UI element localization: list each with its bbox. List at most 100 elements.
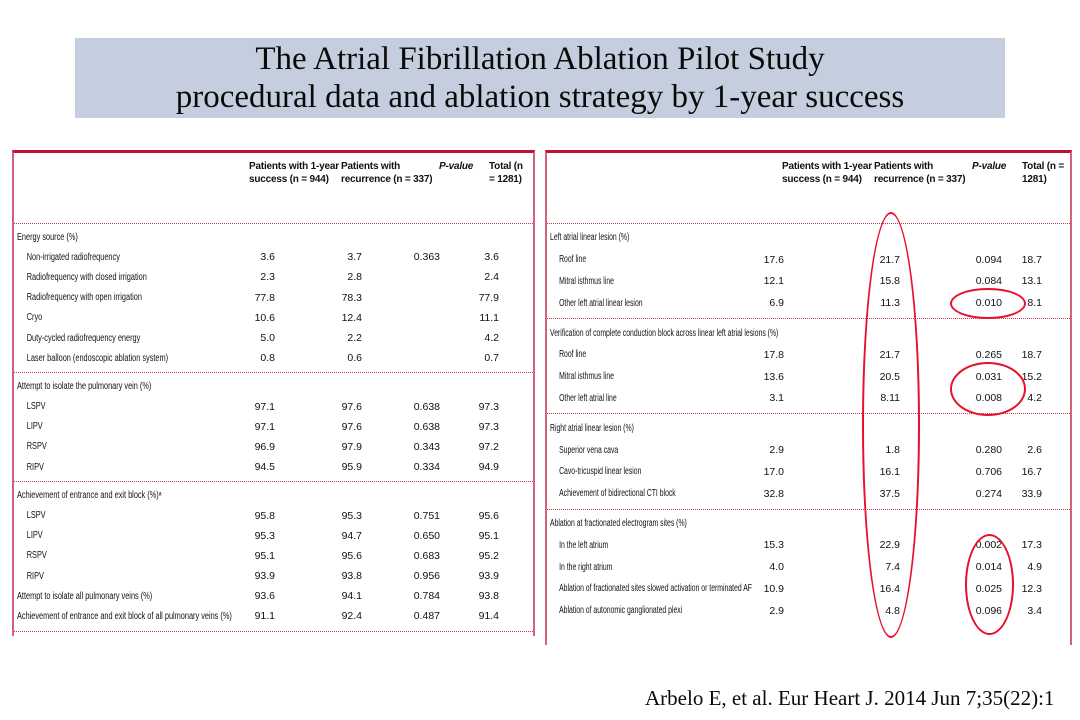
cell-pvalue: 0.487 bbox=[413, 610, 440, 623]
section-label: Right atrial linear lesion (%) bbox=[550, 422, 634, 434]
cell-total: 3.6 bbox=[484, 251, 499, 264]
section-row: Left atrial linear lesion (%) bbox=[547, 227, 1070, 249]
cell-recurrence: 3.7 bbox=[347, 251, 362, 264]
cell-success: 2.9 bbox=[769, 604, 784, 617]
cell-pvalue: 0.084 bbox=[975, 275, 1002, 288]
cell-total: 11.1 bbox=[479, 311, 499, 324]
cell-recurrence: 12.4 bbox=[341, 311, 362, 324]
row-label: Mitral isthmus line bbox=[559, 371, 614, 383]
table-row: RIPV 94.5 95.9 0.334 94.9 bbox=[14, 457, 533, 477]
row-label: Achievement of bidirectional CTI block bbox=[559, 488, 676, 500]
cell-recurrence: 92.4 bbox=[341, 610, 362, 623]
row-label: Attempt to isolate all pulmonary veins (… bbox=[17, 590, 153, 602]
table-row: Achievement of entrance and exit block o… bbox=[14, 606, 533, 626]
cell-success: 5.0 bbox=[260, 332, 275, 345]
cell-success: 6.9 bbox=[769, 297, 784, 310]
dotted-separator bbox=[547, 413, 1070, 415]
row-label: In the left atrium bbox=[559, 539, 609, 551]
section-row: Energy source (%) bbox=[14, 227, 533, 247]
cell-pvalue: 0.751 bbox=[413, 509, 440, 522]
cell-total: 13.1 bbox=[1021, 275, 1042, 288]
section-label: Energy source (%) bbox=[17, 231, 78, 243]
row-label: RIPV bbox=[26, 570, 44, 582]
dotted-separator bbox=[547, 508, 1070, 510]
column-header-success: Patients with 1-year success (n = 944) bbox=[249, 161, 339, 185]
table-row: Roof line 17.6 21.7 0.094 18.7 bbox=[547, 249, 1070, 271]
cell-pvalue: 0.638 bbox=[413, 400, 440, 413]
table-row: RIPV 93.9 93.8 0.956 93.9 bbox=[14, 566, 533, 586]
cell-pvalue: 0.363 bbox=[413, 251, 440, 264]
row-label: LIPV bbox=[26, 421, 43, 433]
cell-total: 97.2 bbox=[478, 440, 499, 453]
cell-recurrence: 2.2 bbox=[347, 332, 362, 345]
cell-total: 77.9 bbox=[478, 291, 499, 304]
cell-total: 95.2 bbox=[478, 549, 499, 562]
table-row: Cavo-tricuspid linear lesion 17.0 16.1 0.70… bbox=[547, 461, 1070, 483]
cell-success: 91.1 bbox=[254, 610, 275, 623]
cell-success: 93.6 bbox=[254, 590, 275, 603]
cell-total: 16.7 bbox=[1021, 465, 1042, 478]
column-header-recurrence: Patients with recurrence (n = 337) bbox=[341, 161, 433, 185]
p-value-ellipse-fractionated-sites bbox=[965, 534, 1014, 635]
dotted-separator bbox=[14, 372, 533, 374]
row-label: Achievement of entrance and exit block o… bbox=[17, 610, 232, 622]
cell-success: 95.1 bbox=[254, 549, 275, 562]
cell-total: 95.1 bbox=[478, 529, 499, 542]
cell-pvalue: 0.094 bbox=[975, 253, 1002, 266]
section-label: Achievement of entrance and exit block (… bbox=[17, 489, 162, 501]
cell-total: 97.3 bbox=[478, 420, 499, 433]
cell-pvalue: 0.956 bbox=[413, 570, 440, 583]
cell-success: 95.3 bbox=[254, 529, 275, 542]
cell-total: 95.6 bbox=[478, 509, 499, 522]
row-label: Ablation of autonomic ganglionated plexi bbox=[559, 605, 683, 617]
cell-total: 2.4 bbox=[484, 271, 499, 284]
cell-total: 18.7 bbox=[1021, 253, 1042, 266]
table-row: Radiofrequency with closed irrigation 2.3… bbox=[14, 267, 533, 287]
section-label: Verification of complete conduction bloc… bbox=[550, 327, 779, 339]
recurrence-column-ellipse bbox=[862, 212, 920, 638]
cell-total: 33.9 bbox=[1021, 487, 1042, 500]
cell-success: 93.9 bbox=[254, 570, 275, 583]
cell-success: 97.1 bbox=[254, 420, 275, 433]
table-row: LIPV 95.3 94.7 0.650 95.1 bbox=[14, 526, 533, 546]
row-label: RSPV bbox=[26, 550, 47, 562]
dotted-separator bbox=[14, 481, 533, 483]
row-label: Roof line bbox=[559, 349, 587, 361]
procedural-data-table: Patients with 1-year success (n = 944) P… bbox=[12, 150, 535, 636]
table-row: RSPV 96.9 97.9 0.343 97.2 bbox=[14, 437, 533, 457]
table-header-row: Patients with 1-year success (n = 944) P… bbox=[14, 153, 533, 224]
p-value-ellipse-0010 bbox=[950, 288, 1026, 319]
cell-recurrence: 0.6 bbox=[347, 352, 362, 365]
cell-total: 4.9 bbox=[1027, 561, 1042, 574]
table-row: Superior vena cava 2.9 1.8 0.280 2.6 bbox=[547, 439, 1070, 461]
cell-total: 0.7 bbox=[484, 352, 499, 365]
cell-total: 3.4 bbox=[1027, 604, 1042, 617]
title-box: The Atrial Fibrillation Ablation Pilot S… bbox=[75, 38, 1005, 118]
cell-recurrence: 97.9 bbox=[341, 440, 362, 453]
column-header-pvalue: P-value bbox=[439, 161, 474, 172]
cell-total: 4.2 bbox=[484, 332, 499, 345]
table-row: Non-irrigated radiofrequency 3.6 3.7 0.363 3… bbox=[14, 247, 533, 267]
table-row: Laser balloon (endoscopic ablation syste… bbox=[14, 348, 533, 368]
p-value-ellipse-0031-0008 bbox=[950, 362, 1026, 416]
table-row: LIPV 97.1 97.6 0.638 97.3 bbox=[14, 417, 533, 437]
table-row: Achievement of bidirectional CTI block 32… bbox=[547, 483, 1070, 505]
cell-total: 12.3 bbox=[1021, 582, 1042, 595]
table-row: LSPV 97.1 97.6 0.638 97.3 bbox=[14, 397, 533, 417]
slide-title-line2: procedural data and ablation strategy by… bbox=[175, 79, 905, 115]
cell-total: 94.9 bbox=[478, 461, 499, 474]
cell-pvalue: 0.280 bbox=[975, 444, 1002, 457]
cell-total: 97.3 bbox=[478, 400, 499, 413]
cell-recurrence: 95.6 bbox=[341, 549, 362, 562]
row-label: Ablation of fractionated sites slowed ac… bbox=[559, 583, 752, 595]
cell-success: 17.0 bbox=[763, 465, 784, 478]
row-label: Radiofrequency with closed irrigation bbox=[26, 271, 147, 283]
cell-total: 18.7 bbox=[1021, 348, 1042, 361]
column-header-recurrence: Patients with recurrence (n = 337) bbox=[874, 161, 966, 185]
cell-recurrence: 95.9 bbox=[341, 461, 362, 474]
cell-success: 10.9 bbox=[763, 582, 784, 595]
citation: Arbelo E, et al. Eur Heart J. 2014 Jun 7… bbox=[645, 686, 1055, 710]
row-label: Cavo-tricuspid linear lesion bbox=[559, 466, 642, 478]
cell-success: 17.8 bbox=[763, 348, 784, 361]
